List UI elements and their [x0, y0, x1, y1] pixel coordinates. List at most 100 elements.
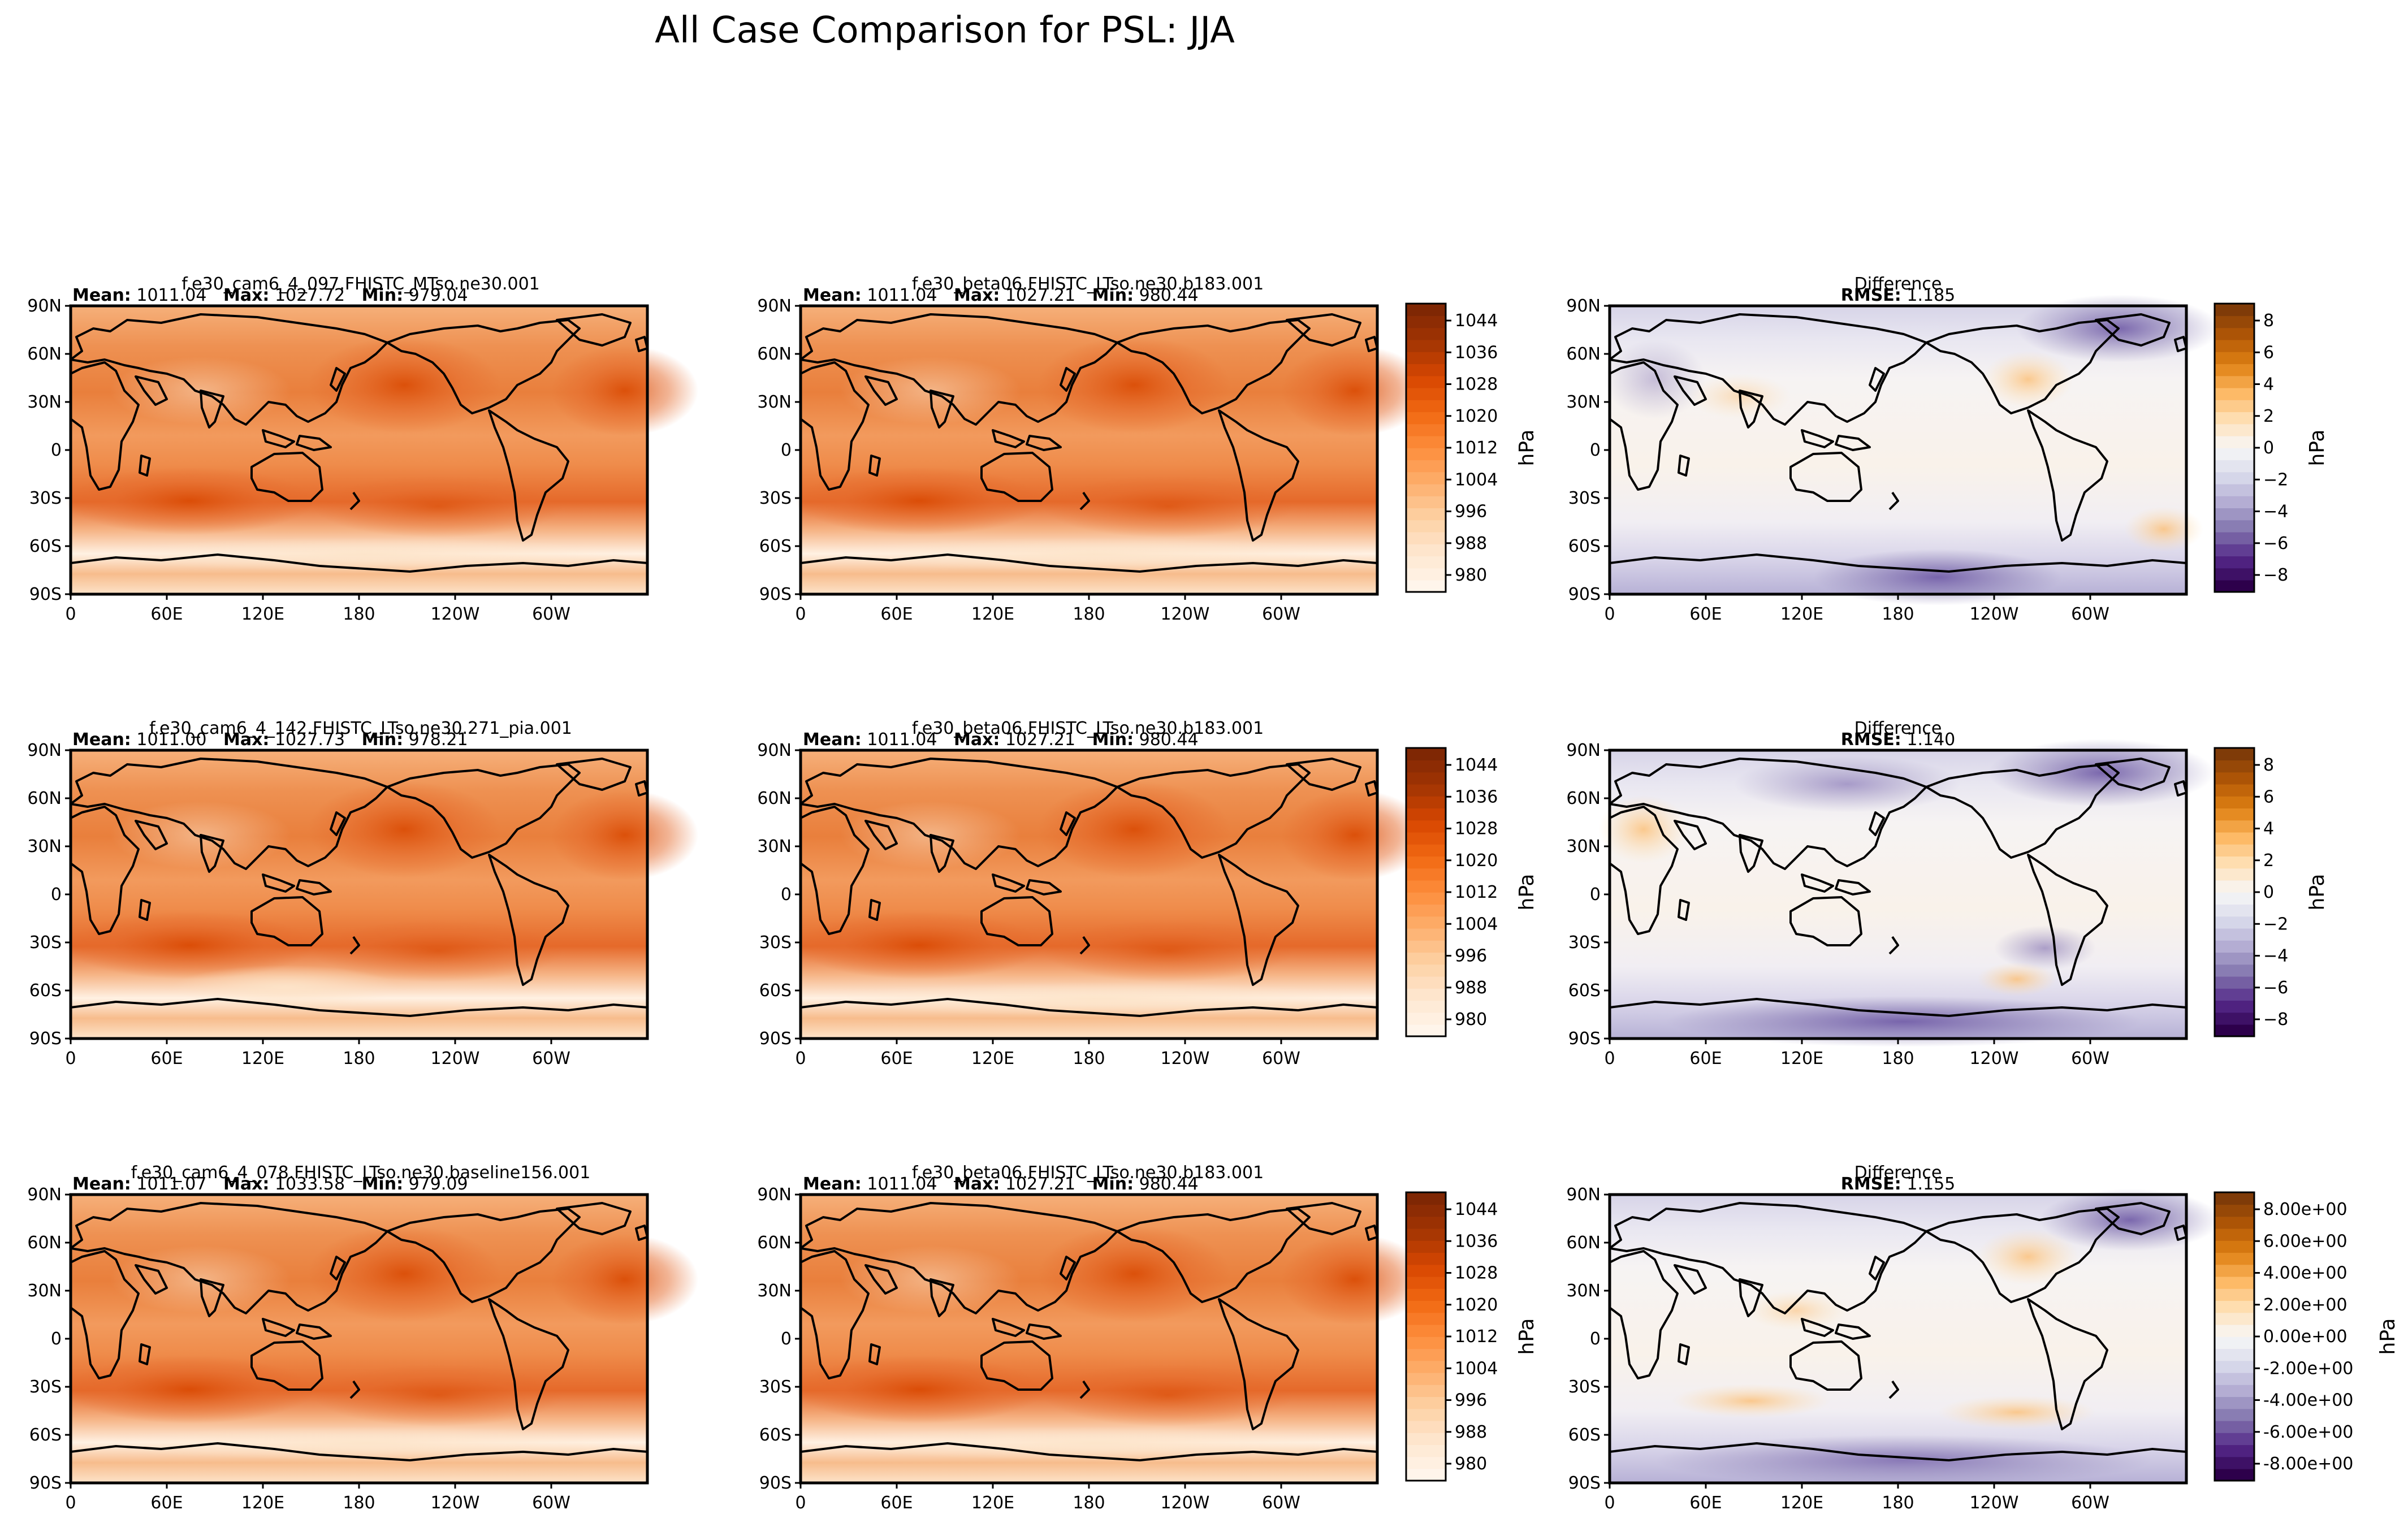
x-tick-label: 180 [343, 1493, 375, 1513]
colorbar-segment [2215, 1456, 2254, 1469]
x-tick-label: 120E [1780, 1049, 1823, 1069]
colorbar-segment [1406, 435, 1446, 448]
x-tick-label: 180 [1073, 1493, 1105, 1513]
colorbar-segment [2215, 1360, 2254, 1373]
colorbar-segment [2215, 1012, 2254, 1025]
map-axes-r3-c2: 0 60E 120E 180 120W 60W 90N 60N 30N 0 30S 60S 90S [757, 1185, 1300, 1513]
row-1: f.e30_cam6_4_097.FHISTC_MTso.ne30.001 Me… [65, 274, 2220, 605]
colorbar-segment [1406, 748, 1446, 761]
colorbar-segment [1406, 820, 1446, 833]
x-tick-label: 0 [65, 1493, 76, 1513]
y-tick-label: 60S [29, 981, 62, 1001]
map-axes-r1-c2: 0 60E 120E 180 120W 60W 90N 60N 30N 0 30S 60S 90S [757, 296, 1300, 624]
y-tick-label: 60S [759, 981, 792, 1001]
colorbar-tick-label: 1020 [1455, 851, 1498, 871]
colorbar-segment [2215, 375, 2254, 388]
y-tick-label: 90S [29, 1029, 62, 1049]
colorbar-segment [1406, 1216, 1446, 1229]
colorbar-segment [2215, 327, 2254, 340]
difference-panel-row-2: Difference RMSE: 1.140 [1598, 719, 2215, 1047]
y-tick-label: 60N [27, 1233, 62, 1253]
colorbar-segment [1406, 352, 1446, 365]
rmse-stat: RMSE: 1.155 [1841, 1174, 1956, 1194]
x-tick-label: 180 [1882, 1493, 1914, 1513]
x-tick-label: 0 [795, 604, 806, 624]
colorbar-segment [1406, 988, 1446, 1001]
difference-panel-row-1: Difference RMSE: 1.185 [1604, 274, 2220, 605]
x-tick-label: 60W [532, 1493, 570, 1513]
colorbar-segment [2215, 772, 2254, 785]
colorbar-tick-label: 1020 [1455, 406, 1498, 426]
colorbar-segment [1406, 940, 1446, 953]
colorbar-tick-label: 1004 [1455, 470, 1498, 490]
y-tick-label: 30S [29, 488, 62, 508]
colorbar-tick-label: 1004 [1455, 914, 1498, 934]
colorbar-segment [2215, 448, 2254, 461]
map-axes-r2-c1: 0 60E 120E 180 120W 60W 90N 60N 30N 0 30S 60S 90S [27, 741, 570, 1069]
colorbar-tick-label: 980 [1455, 565, 1487, 585]
colorbar-tick-label: 8.00e+00 [2263, 1200, 2348, 1219]
colorbar-label: hPa [2306, 430, 2329, 466]
colorbar-segment [2215, 352, 2254, 365]
y-tick-label: 60S [759, 537, 792, 556]
x-tick-label: 120E [1780, 604, 1823, 624]
x-tick-label: 120W [1161, 1493, 1210, 1513]
colorbar-segment [2215, 964, 2254, 977]
test-case-title: f.e30_cam6_4_078.FHISTC_LTso.ne30.baseli… [131, 1163, 591, 1183]
y-tick-label: 30N [1566, 392, 1601, 412]
colorbar-segment [1406, 1252, 1446, 1265]
colorbar-segment [2215, 1288, 2254, 1301]
colorbar-tick-label: 988 [1455, 1422, 1487, 1442]
colorbar-segment [2215, 496, 2254, 509]
y-tick-label: 90S [1568, 1473, 1601, 1493]
x-tick-label: 60W [2071, 1049, 2109, 1069]
x-tick-label: 60W [2071, 604, 2109, 624]
colorbar-segment [1406, 856, 1446, 869]
map-axes-r2-c3: 0 60E 120E 180 120W 60W 90N 60N 30N 0 30S 60S 90S [1566, 741, 2109, 1069]
colorbar-diff-row-1: −8 −6 −4 −2 0 2 4 6 8 hPa [2214, 302, 2329, 593]
colorbar-abs-row-2: 980 988 996 1004 1012 1020 1028 1036 1044 hPa [1405, 747, 1538, 1037]
rmse-stat: RMSE: 1.140 [1841, 730, 1956, 750]
colorbar-segment [1406, 1433, 1446, 1446]
colorbar-segment [1406, 1312, 1446, 1325]
colorbar-segment [2215, 1420, 2254, 1433]
difference-panel-row-3: Difference RMSE: 1.155 [1608, 1163, 2220, 1486]
x-tick-label: 60W [1262, 1049, 1300, 1069]
colorbar-segment [1406, 412, 1446, 425]
colorbar-segment [2215, 412, 2254, 425]
y-tick-label: 60N [757, 1233, 792, 1253]
y-tick-label: 0 [781, 1329, 792, 1349]
colorbar-segment [2215, 544, 2254, 557]
colorbar-segment [2215, 1240, 2254, 1253]
colorbar-tick-label: 4 [2263, 819, 2274, 839]
y-tick-label: 60N [757, 789, 792, 808]
y-tick-label: 30N [757, 392, 792, 412]
colorbar-segment [1406, 1264, 1446, 1277]
y-tick-label: 90N [27, 741, 62, 760]
x-tick-label: 120E [241, 604, 284, 624]
test-panel-row-1: f.e30_cam6_4_097.FHISTC_MTso.ne30.001 Me… [65, 274, 698, 596]
colorbar-tick-label: 988 [1455, 534, 1487, 553]
row-3: f.e30_cam6_4_078.FHISTC_LTso.ne30.baseli… [65, 1163, 2220, 1486]
colorbar-tick-label: −6 [2263, 534, 2288, 553]
difference-title: Difference [1854, 274, 1942, 294]
y-tick-label: 30S [1568, 933, 1601, 953]
y-tick-label: 90N [757, 741, 792, 760]
y-tick-label: 60S [29, 537, 62, 556]
colorbar-segment [2215, 471, 2254, 485]
y-tick-label: 0 [781, 440, 792, 460]
colorbar-segment [1406, 1000, 1446, 1013]
colorbar-segment [1406, 387, 1446, 400]
x-tick-label: 120E [1780, 1493, 1823, 1513]
colorbar-segment [1406, 1024, 1446, 1037]
y-tick-label: 90S [759, 1029, 792, 1049]
colorbar-tick-label: 6 [2263, 343, 2274, 362]
colorbar-segment [2215, 1336, 2254, 1349]
colorbar-segment [1406, 1385, 1446, 1398]
map-axes-r1-c1: 0 60E 120E 180 120W 60W 90N 60N 30N 0 30S 60S 90S [27, 296, 570, 624]
colorbar-segment [2215, 1372, 2254, 1385]
colorbar-tick-label: −8 [2263, 565, 2288, 585]
y-tick-label: 0 [51, 440, 62, 460]
